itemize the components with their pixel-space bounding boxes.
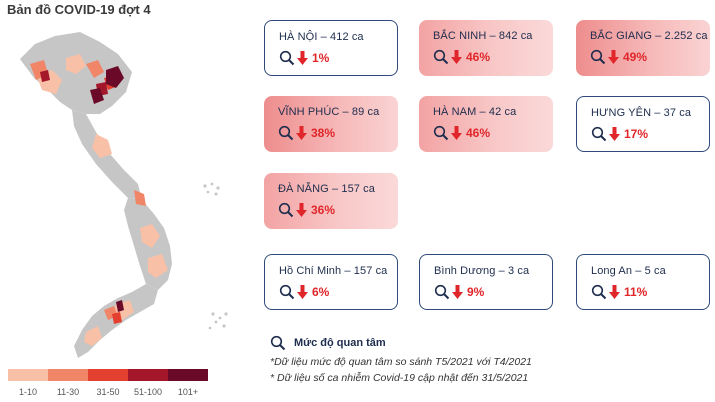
search-icon	[279, 284, 295, 300]
card-province-name: VĨNH PHÚC – 89 ca	[278, 106, 380, 118]
province-card-hung-yen: HƯNG YÊN – 37 ca 17%	[576, 96, 710, 152]
search-icon	[270, 335, 286, 351]
card-percent: 17%	[624, 127, 649, 141]
card-percent: 46%	[466, 126, 491, 140]
down-arrow-icon	[609, 127, 620, 141]
province-card-ho-chi-minh: Hồ Chí Minh – 157 ca 6%	[264, 254, 398, 310]
legend-swatch	[128, 369, 168, 381]
card-province-name: HƯNG YÊN – 37 ca	[591, 107, 692, 119]
down-arrow-icon	[297, 51, 308, 65]
province-card-bac-giang: BẮC GIANG – 2.252 ca 49%	[576, 20, 710, 76]
search-icon	[279, 50, 295, 66]
card-province-name: HÀ NỘI – 412 ca	[279, 31, 364, 43]
map-province-1-10	[84, 326, 102, 346]
legend-item: 101+	[168, 369, 208, 397]
down-arrow-icon	[297, 285, 308, 299]
search-icon	[433, 125, 449, 141]
map-province-11-30	[134, 190, 146, 206]
legend-item: 11-30	[48, 369, 88, 397]
map-legend: 1-10 11-30 31-50 51-100 101+	[8, 369, 208, 397]
card-province-name: BẮC GIANG – 2.252 ca	[590, 30, 708, 42]
legend-label: 51-100	[133, 387, 163, 397]
search-icon	[591, 126, 607, 142]
legend-label: 1-10	[18, 387, 37, 397]
province-card-binh-duong: Bình Dương – 3 ca 9%	[419, 254, 553, 310]
down-arrow-icon	[451, 50, 462, 64]
vietnam-map	[20, 32, 228, 358]
down-arrow-icon	[296, 203, 307, 217]
map-province-1-10	[66, 54, 86, 74]
search-icon	[590, 49, 606, 65]
province-card-ha-nam: HÀ NAM – 42 ca 46%	[419, 96, 553, 152]
map-province-51-100	[40, 70, 50, 82]
search-icon	[434, 284, 450, 300]
province-card-bac-ninh: BẮC NINH – 842 ca 46%	[419, 20, 553, 76]
map-province-1-10	[148, 254, 168, 278]
down-arrow-icon	[608, 50, 619, 64]
card-province-name: ĐÀ NẴNG – 157 ca	[278, 183, 375, 195]
interest-level-legend: Mức độ quan tâm	[270, 335, 386, 351]
card-province-name: Bình Dương – 3 ca	[434, 265, 530, 277]
card-province-name: BẮC NINH – 842 ca	[433, 30, 533, 42]
card-percent: 36%	[311, 203, 336, 217]
card-percent: 11%	[624, 285, 648, 299]
card-percent: 46%	[466, 50, 491, 64]
legend-item: 1-10	[8, 369, 48, 397]
down-arrow-icon	[451, 126, 462, 140]
legend-item: 51-100	[128, 369, 168, 397]
search-icon	[278, 125, 294, 141]
card-province-name: Long An – 5 ca	[591, 265, 666, 277]
card-percent: 49%	[623, 50, 648, 64]
province-card-long-an: Long An – 5 ca 11%	[576, 254, 710, 310]
province-card-ha-noi: HÀ NỘI – 412 ca 1%	[264, 20, 398, 76]
map-islands	[203, 182, 228, 330]
province-card-vinh-phuc: VĨNH PHÚC – 89 ca 38%	[264, 96, 398, 152]
footnote-interest: *Dữ liệu mức độ quan tâm so sánh T5/2021…	[270, 356, 532, 368]
interest-level-label: Mức độ quan tâm	[294, 337, 386, 349]
card-percent: 38%	[311, 126, 336, 140]
map-province-11-30	[86, 60, 104, 78]
card-percent: 6%	[312, 285, 330, 299]
card-percent: 9%	[467, 285, 485, 299]
search-icon	[278, 202, 294, 218]
page-title: Bản đồ COVID-19 đợt 4	[7, 2, 151, 17]
map-province-1-10	[140, 224, 160, 248]
legend-swatch	[8, 369, 48, 381]
legend-item: 31-50	[88, 369, 128, 397]
map-province-1-10	[92, 134, 112, 158]
down-arrow-icon	[452, 285, 463, 299]
card-province-name: Hồ Chí Minh – 157 ca	[279, 265, 388, 277]
map-province-101-plus	[90, 88, 104, 104]
province-card-da-nang: ĐÀ NẴNG – 157 ca 36%	[264, 173, 398, 229]
map-province-31-50	[112, 312, 122, 324]
legend-label: 11-30	[56, 387, 80, 397]
map-province-101-plus	[106, 66, 124, 88]
map-province-101-plus	[116, 300, 124, 312]
legend-label: 101+	[177, 387, 199, 397]
legend-label: 31-50	[96, 387, 120, 397]
down-arrow-icon	[609, 285, 620, 299]
down-arrow-icon	[296, 126, 307, 140]
legend-swatch	[88, 369, 128, 381]
legend-swatch	[168, 369, 208, 381]
card-percent: 1%	[312, 51, 330, 65]
search-icon	[433, 49, 449, 65]
card-province-name: HÀ NAM – 42 ca	[433, 106, 517, 118]
legend-swatch	[48, 369, 88, 381]
search-icon	[591, 284, 607, 300]
footnote-cases: * Dữ liệu số ca nhiễm Covid-19 cập nhật …	[270, 372, 529, 384]
